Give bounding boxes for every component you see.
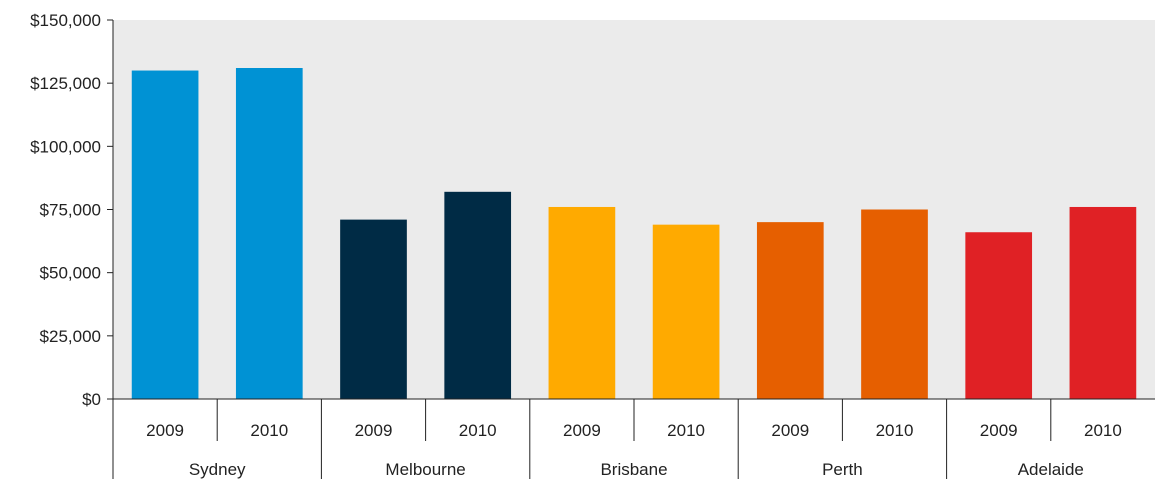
x-tick-label-year: 2009 — [146, 421, 184, 440]
x-tick-label-year: 2009 — [980, 421, 1018, 440]
y-tick-label: $100,000 — [30, 137, 101, 156]
y-tick-label: $125,000 — [30, 74, 101, 93]
bar-melbourne-2009 — [340, 219, 407, 399]
bar-brisbane-2010 — [652, 224, 720, 399]
x-tick-label-year: 2010 — [459, 421, 497, 440]
y-axis: $0 $25,000 $50,000 $75,000 $100,000 $125,000 $… — [30, 11, 114, 409]
x-tick-label-year: 2009 — [355, 421, 393, 440]
x-category-label: Brisbane — [600, 460, 667, 479]
bar-melbourne-2010 — [444, 191, 512, 399]
x-tick-label-year: 2009 — [563, 421, 601, 440]
x-axis: 2009 2010 Sydney 2009 2010 Melbourne 2009 2010 B… — [112, 398, 1155, 479]
bar-brisbane-2009 — [548, 206, 616, 399]
bars-group — [131, 68, 1137, 400]
bar-perth-2010 — [861, 209, 928, 399]
bar-sydney-2009 — [131, 70, 199, 400]
x-tick-label-year: 2010 — [876, 421, 914, 440]
bar-perth-2009 — [756, 222, 824, 399]
bar-adelaide-2010 — [1069, 206, 1137, 399]
x-category-label: Melbourne — [385, 460, 465, 479]
bar-adelaide-2009 — [965, 232, 1033, 399]
y-tick-label: $25,000 — [40, 327, 101, 346]
y-tick-label: $75,000 — [40, 201, 101, 220]
x-category-label: Sydney — [189, 460, 246, 479]
bar-sydney-2010 — [235, 68, 303, 400]
y-tick-label: $150,000 — [30, 11, 101, 30]
x-tick-label-year: 2009 — [771, 421, 809, 440]
y-tick-label: $50,000 — [40, 264, 101, 283]
x-tick-label-year: 2010 — [1084, 421, 1122, 440]
y-tick-label: $0 — [82, 390, 101, 409]
x-category-label: Perth — [822, 460, 863, 479]
x-category-label: Adelaide — [1018, 460, 1084, 479]
x-tick-label-year: 2010 — [667, 421, 705, 440]
x-tick-label-year: 2010 — [250, 421, 288, 440]
